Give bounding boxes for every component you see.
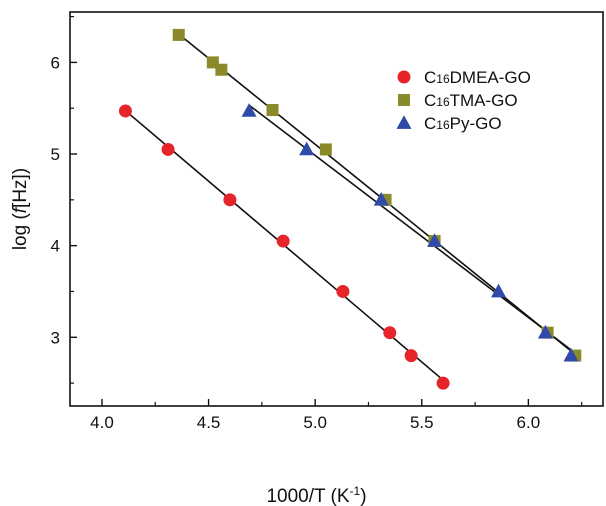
legend-label: C16Py-GO	[424, 114, 502, 133]
y-axis-title: log (f[Hz])	[10, 168, 31, 250]
x-tick-label: 5.0	[303, 413, 327, 432]
y-tick-label: 5	[51, 145, 60, 164]
x-tick-label: 4.5	[197, 413, 221, 432]
data-point	[118, 104, 132, 118]
data-point	[436, 376, 450, 390]
data-point	[276, 234, 290, 248]
data-point	[427, 233, 443, 247]
data-point	[161, 142, 175, 156]
data-point	[563, 347, 579, 362]
data-point	[404, 349, 418, 363]
data-point	[266, 104, 279, 117]
data-point	[373, 192, 389, 206]
data-point	[319, 143, 332, 156]
axis-ticks: 4.0 4.5 5.0 5.5 6.0 3 4 5 6	[51, 15, 583, 432]
data-point	[223, 193, 237, 207]
data-point	[299, 141, 315, 156]
y-tick-label: 4	[51, 237, 60, 256]
y-tick-label: 3	[51, 328, 60, 347]
data-point	[241, 103, 257, 117]
data-point	[336, 284, 350, 298]
legend: C16DMEA-GO C16TMA-GO C16Py-GO	[396, 68, 531, 133]
legend-marker	[396, 115, 412, 129]
x-tick-label: 6.0	[517, 413, 541, 432]
data-point	[383, 326, 397, 340]
x-tick-label: 4.0	[90, 413, 114, 432]
x-tick-label: 5.5	[410, 413, 434, 432]
plot-border	[69, 11, 604, 407]
y-tick-label: 6	[51, 53, 60, 72]
legend-marker	[397, 70, 411, 84]
data-point	[215, 63, 228, 76]
legend-label: C16TMA-GO	[424, 91, 518, 110]
fit-line	[248, 104, 572, 351]
legend-marker	[398, 94, 410, 106]
data-point	[491, 283, 507, 298]
legend-label: C16DMEA-GO	[424, 68, 531, 87]
fit-line	[178, 33, 576, 356]
plot-frame	[69, 11, 604, 407]
data-point	[172, 28, 185, 41]
data-point	[537, 324, 553, 339]
data-markers	[118, 28, 582, 390]
x-axis-title: 1000/T (K-1)	[266, 484, 366, 506]
